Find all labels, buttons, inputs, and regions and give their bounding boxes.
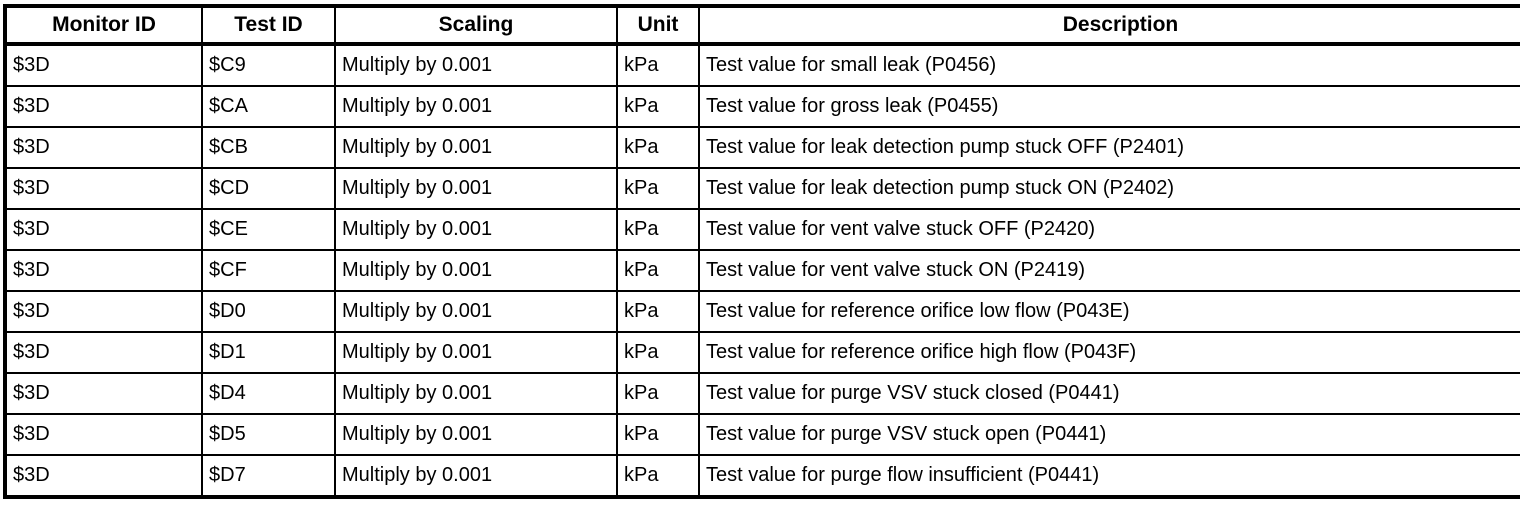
cell-unit: kPa (616, 372, 700, 415)
cell-scaling: Multiply by 0.001 (334, 331, 618, 374)
cell-scaling: Multiply by 0.001 (334, 85, 618, 128)
header-scaling: Scaling (334, 5, 618, 46)
cell-monitor-id: $3D (4, 290, 203, 333)
cell-description: Test value for reference orifice low flo… (698, 290, 1520, 333)
header-unit: Unit (616, 5, 700, 46)
cell-test-id: $CA (201, 85, 336, 128)
cell-description: Test value for vent valve stuck ON (P241… (698, 249, 1520, 292)
cell-description: Test value for small leak (P0456) (698, 43, 1520, 87)
cell-description: Test value for reference orifice high fl… (698, 331, 1520, 374)
cell-test-id: $CB (201, 126, 336, 169)
table-row: $3D $D0 Multiply by 0.001 kPa Test value for… (4, 290, 1520, 333)
table-row: $3D $D7 Multiply by 0.001 kPa Test value for… (4, 454, 1520, 498)
cell-test-id: $D1 (201, 331, 336, 374)
table-row: $3D $D4 Multiply by 0.001 kPa Test value for… (4, 372, 1520, 415)
monitor-test-spec-table: Monitor ID Test ID Scaling Unit Descript… (3, 4, 1520, 499)
cell-test-id: $D7 (201, 454, 336, 498)
cell-unit: kPa (616, 43, 700, 87)
cell-test-id: $D4 (201, 372, 336, 415)
cell-scaling: Multiply by 0.001 (334, 43, 618, 87)
table-row: $3D $D1 Multiply by 0.001 kPa Test value for… (4, 331, 1520, 374)
cell-test-id: $C9 (201, 43, 336, 87)
cell-scaling: Multiply by 0.001 (334, 290, 618, 333)
cell-test-id: $CD (201, 167, 336, 210)
table-row: $3D $CB Multiply by 0.001 kPa Test value for… (4, 126, 1520, 169)
table-row: $3D $CE Multiply by 0.001 kPa Test value for… (4, 208, 1520, 251)
cell-monitor-id: $3D (4, 331, 203, 374)
cell-unit: kPa (616, 249, 700, 292)
cell-unit: kPa (616, 85, 700, 128)
table-body: $3D $C9 Multiply by 0.001 kPa Test value for… (4, 43, 1520, 498)
cell-monitor-id: $3D (4, 126, 203, 169)
cell-scaling: Multiply by 0.001 (334, 167, 618, 210)
table-header: Monitor ID Test ID Scaling Unit Descript… (4, 5, 1520, 46)
cell-test-id: $D5 (201, 413, 336, 456)
cell-monitor-id: $3D (4, 167, 203, 210)
cell-scaling: Multiply by 0.001 (334, 249, 618, 292)
cell-description: Test value for purge VSV stuck closed (P… (698, 372, 1520, 415)
cell-scaling: Multiply by 0.001 (334, 208, 618, 251)
cell-test-id: $CE (201, 208, 336, 251)
table-row: $3D $CD Multiply by 0.001 kPa Test value for… (4, 167, 1520, 210)
cell-monitor-id: $3D (4, 208, 203, 251)
cell-unit: kPa (616, 454, 700, 498)
cell-scaling: Multiply by 0.001 (334, 454, 618, 498)
header-row: Monitor ID Test ID Scaling Unit Descript… (4, 5, 1520, 46)
cell-description: Test value for vent valve stuck OFF (P24… (698, 208, 1520, 251)
cell-monitor-id: $3D (4, 372, 203, 415)
cell-scaling: Multiply by 0.001 (334, 413, 618, 456)
cell-test-id: $D0 (201, 290, 336, 333)
cell-test-id: $CF (201, 249, 336, 292)
table-row: $3D $CA Multiply by 0.001 kPa Test value for… (4, 85, 1520, 128)
header-test-id: Test ID (201, 5, 336, 46)
cell-unit: kPa (616, 208, 700, 251)
cell-unit: kPa (616, 126, 700, 169)
cell-unit: kPa (616, 331, 700, 374)
cell-monitor-id: $3D (4, 454, 203, 498)
cell-monitor-id: $3D (4, 413, 203, 456)
cell-scaling: Multiply by 0.001 (334, 126, 618, 169)
cell-monitor-id: $3D (4, 85, 203, 128)
table-row: $3D $C9 Multiply by 0.001 kPa Test value for… (4, 43, 1520, 87)
cell-unit: kPa (616, 167, 700, 210)
table-row: $3D $D5 Multiply by 0.001 kPa Test value for… (4, 413, 1520, 456)
cell-description: Test value for gross leak (P0455) (698, 85, 1520, 128)
table-row: $3D $CF Multiply by 0.001 kPa Test value for… (4, 249, 1520, 292)
header-monitor-id: Monitor ID (4, 5, 203, 46)
cell-unit: kPa (616, 290, 700, 333)
header-description: Description (698, 5, 1520, 46)
cell-monitor-id: $3D (4, 249, 203, 292)
cell-unit: kPa (616, 413, 700, 456)
cell-description: Test value for purge VSV stuck open (P04… (698, 413, 1520, 456)
cell-monitor-id: $3D (4, 43, 203, 87)
cell-description: Test value for purge flow insufficient (… (698, 454, 1520, 498)
cell-scaling: Multiply by 0.001 (334, 372, 618, 415)
cell-description: Test value for leak detection pump stuck… (698, 126, 1520, 169)
cell-description: Test value for leak detection pump stuck… (698, 167, 1520, 210)
